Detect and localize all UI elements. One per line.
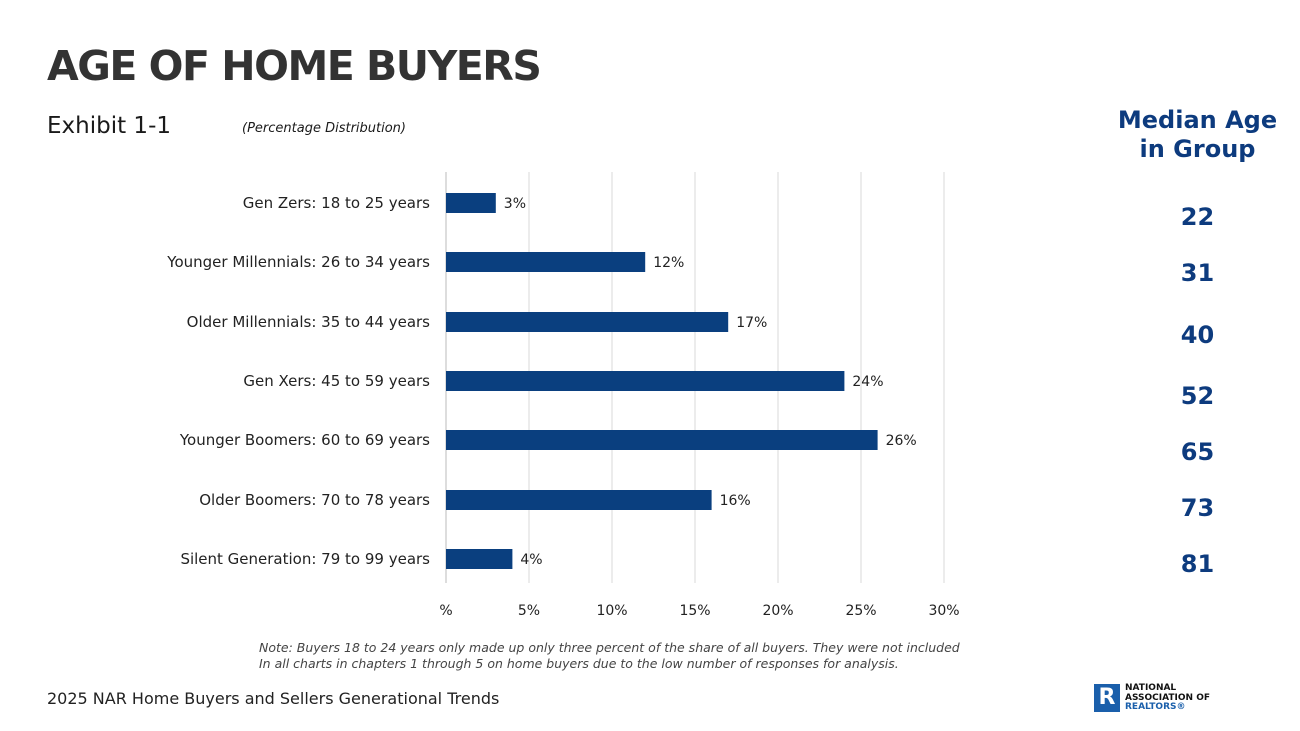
- note-line-2: In all charts in chapters 1 through 5 on…: [259, 656, 899, 671]
- category-label: Older Millennials: 35 to 44 years: [187, 313, 431, 331]
- x-tick-label: %: [439, 603, 452, 619]
- data-label: 16%: [720, 493, 751, 509]
- logo-line2: ASSOCIATION OF: [1125, 692, 1210, 703]
- median-age-value: 31: [1180, 259, 1215, 287]
- x-tick-label: 5%: [518, 603, 540, 619]
- nar-logo: R NATIONAL ASSOCIATION OF REALTORS®: [1094, 683, 1210, 713]
- data-label: 4%: [520, 552, 542, 568]
- x-tick-label: 10%: [596, 603, 627, 619]
- category-label: Younger Millennials: 26 to 34 years: [166, 253, 430, 271]
- category-label: Silent Generation: 79 to 99 years: [180, 550, 430, 568]
- data-label: 17%: [736, 315, 767, 331]
- logo-line1: NATIONAL: [1125, 683, 1177, 693]
- median-age-value: 81: [1180, 550, 1215, 578]
- data-label: 26%: [886, 433, 917, 449]
- category-label: Older Boomers: 70 to 78 years: [199, 491, 430, 509]
- bar: [446, 490, 712, 510]
- logo-line3: REALTORS®: [1125, 702, 1186, 712]
- chart-subtitle: (Percentage Distribution): [242, 121, 406, 136]
- x-tick-label: 25%: [845, 603, 876, 619]
- page-title: AGE OF HOME BUYERS: [47, 42, 542, 90]
- bar: [446, 549, 513, 569]
- data-label: 24%: [852, 374, 883, 390]
- data-label: 12%: [653, 255, 684, 271]
- x-tick-label: 15%: [679, 603, 710, 619]
- note-line-1: Note: Buyers 18 to 24 years only made up…: [259, 640, 960, 655]
- median-age-value: 65: [1180, 438, 1215, 466]
- x-tick-label: 20%: [762, 603, 793, 619]
- median-age-value: 40: [1180, 321, 1215, 349]
- median-header-line1: Median Age: [1117, 106, 1278, 134]
- category-label: Gen Xers: 45 to 59 years: [243, 372, 430, 390]
- chart-note: Note: Buyers 18 to 24 years only made up…: [259, 640, 960, 672]
- realtor-r-icon: R: [1094, 684, 1120, 713]
- median-age-value: 52: [1180, 382, 1215, 410]
- median-age-value: 73: [1180, 494, 1215, 522]
- bar: [446, 193, 496, 213]
- category-label: Younger Boomers: 60 to 69 years: [179, 431, 430, 449]
- bar: [446, 252, 646, 272]
- median-age-value: 22: [1180, 203, 1215, 231]
- category-label: Gen Zers: 18 to 25 years: [243, 194, 430, 212]
- x-tick-label: 30%: [928, 603, 959, 619]
- footer-source: 2025 NAR Home Buyers and Sellers Generat…: [47, 689, 500, 708]
- median-header-line2: in Group: [1139, 135, 1256, 163]
- bar: [446, 312, 729, 332]
- exhibit-label: Exhibit 1-1: [47, 113, 171, 139]
- data-label: 3%: [504, 196, 526, 212]
- bar: [446, 430, 878, 450]
- median-age-header: Median Age in Group: [1110, 106, 1285, 164]
- bar: [446, 371, 845, 391]
